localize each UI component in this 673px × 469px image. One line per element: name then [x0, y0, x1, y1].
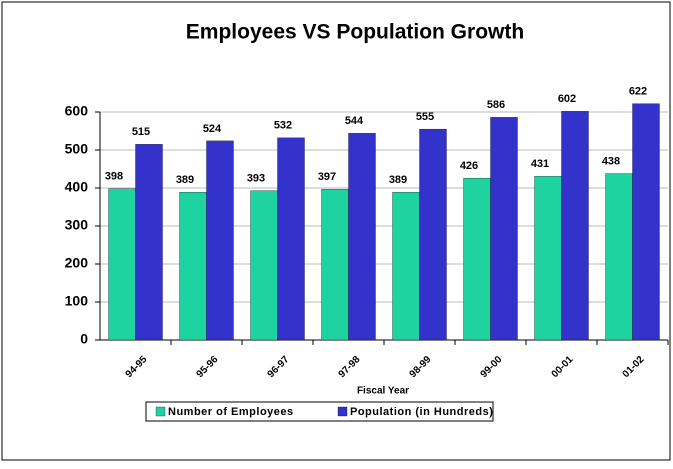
y-tick-label: 0: [80, 331, 88, 347]
bar: [463, 177, 491, 341]
bar: [108, 188, 136, 341]
bar: [392, 192, 420, 341]
y-tick-label: 600: [65, 103, 89, 119]
bar: [561, 111, 589, 341]
y-tick-label: 400: [65, 179, 89, 195]
chart-title: Employees VS Population Growth: [186, 21, 524, 44]
legend-swatch: [337, 406, 348, 417]
bar: [534, 176, 562, 341]
legend-swatch: [155, 406, 166, 417]
bar: [250, 190, 278, 341]
bar: [419, 128, 447, 341]
data-label: 532: [274, 120, 292, 132]
legend-label: Number of Employees: [168, 406, 294, 418]
data-label: 397: [318, 171, 336, 183]
bar: [490, 117, 518, 341]
bar: [632, 103, 660, 341]
data-label: 426: [460, 160, 478, 172]
data-label: 389: [389, 174, 407, 186]
legend: Number of Employees Population (in Hundre…: [145, 401, 494, 422]
legend-box: [145, 401, 494, 422]
bar: [321, 188, 349, 341]
data-label: 602: [558, 93, 576, 105]
x-axis-label: Fiscal Year: [357, 386, 409, 397]
bar: [605, 173, 633, 341]
y-tick-label: 100: [65, 293, 89, 309]
data-label: 431: [531, 158, 549, 170]
data-label: 524: [203, 123, 222, 135]
bar: [135, 144, 163, 341]
bar: [277, 137, 305, 341]
data-label: 438: [602, 155, 620, 167]
data-label: 393: [247, 173, 265, 185]
data-label: 555: [416, 111, 434, 123]
y-tick-label: 200: [65, 255, 89, 271]
data-label: 389: [176, 174, 194, 186]
y-tick-label: 300: [65, 217, 89, 233]
bar: [179, 192, 207, 341]
legend-label: Population (in Hundreds): [350, 406, 493, 418]
data-label: 622: [629, 86, 647, 98]
data-label: 515: [132, 126, 150, 138]
y-tick-label: 500: [65, 141, 89, 157]
bar: [348, 133, 376, 341]
data-label: 586: [487, 99, 505, 111]
data-label: 398: [105, 171, 123, 183]
data-label: 544: [345, 115, 364, 127]
bar: [206, 140, 234, 341]
